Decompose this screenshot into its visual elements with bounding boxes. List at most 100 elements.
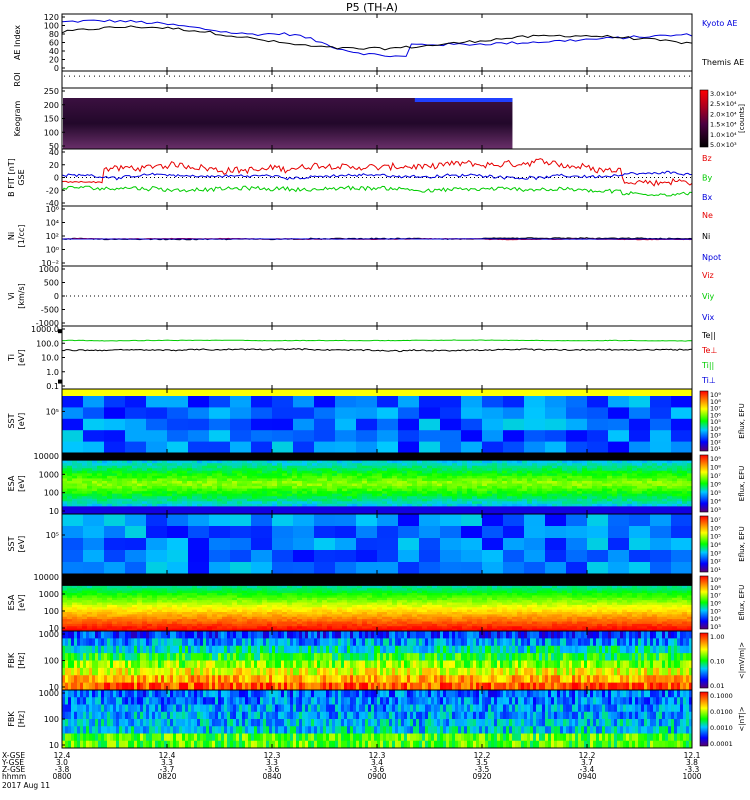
esa-cell bbox=[632, 473, 638, 477]
esa-cell bbox=[77, 460, 83, 464]
esa-cell bbox=[667, 493, 673, 497]
esa-cell bbox=[142, 588, 148, 592]
esa-cell bbox=[562, 475, 568, 479]
sst-cell bbox=[293, 418, 315, 431]
esa-cell bbox=[247, 576, 253, 580]
esa-cell bbox=[552, 503, 558, 507]
esa-cell bbox=[62, 498, 68, 502]
esa-cell bbox=[187, 574, 193, 577]
esa-cell bbox=[142, 590, 148, 594]
esa-cell bbox=[582, 486, 588, 489]
esa-cell bbox=[502, 480, 508, 484]
esa-cell bbox=[577, 473, 583, 477]
esa-cell bbox=[72, 470, 78, 474]
esa-cell bbox=[267, 470, 273, 474]
esa-cell bbox=[607, 496, 613, 500]
esa-cell bbox=[627, 475, 633, 479]
esa-cell bbox=[292, 619, 298, 622]
esa-cell bbox=[187, 607, 193, 611]
esa-cell bbox=[67, 458, 73, 462]
esa-cell bbox=[107, 593, 113, 596]
esa-cell bbox=[97, 465, 103, 469]
esa-cell bbox=[462, 491, 468, 495]
esa-cell bbox=[492, 463, 498, 467]
esa-cell bbox=[172, 576, 178, 580]
esa-cell bbox=[432, 506, 438, 510]
esa-cell bbox=[467, 478, 473, 482]
esa-cell bbox=[127, 597, 133, 601]
esa-cell bbox=[382, 483, 388, 487]
esa-cell bbox=[187, 493, 193, 497]
esa-cell bbox=[382, 501, 388, 505]
esa-cell bbox=[62, 616, 68, 620]
sst-cell bbox=[272, 514, 294, 527]
esa-cell bbox=[172, 473, 178, 477]
esa-cell bbox=[312, 581, 318, 584]
esa-cell bbox=[557, 491, 563, 495]
esa-cell bbox=[477, 473, 483, 477]
esa-cell bbox=[322, 581, 328, 584]
esa-cell bbox=[192, 501, 198, 505]
esa-cell bbox=[432, 463, 438, 467]
esa-cell bbox=[447, 463, 453, 467]
esa-cell bbox=[622, 503, 628, 507]
esa-cell bbox=[72, 595, 78, 599]
esa-cell bbox=[272, 609, 278, 613]
esa-cell bbox=[607, 506, 613, 510]
esa-cell bbox=[162, 623, 168, 627]
esa-cell bbox=[167, 581, 173, 584]
esa-cell bbox=[202, 574, 208, 577]
esa-cell bbox=[242, 491, 248, 495]
esa-cell bbox=[212, 486, 218, 489]
esa-cell bbox=[427, 511, 433, 515]
esa-cell bbox=[197, 588, 203, 592]
esa-cell bbox=[432, 468, 438, 472]
esa-cell bbox=[607, 473, 613, 477]
esa-cell bbox=[87, 458, 93, 462]
esa-cell bbox=[582, 458, 588, 462]
esa-cell bbox=[632, 475, 638, 479]
sst-cell bbox=[440, 526, 462, 539]
esa-cell bbox=[532, 496, 538, 500]
esa-cell bbox=[342, 508, 348, 512]
esa-cell bbox=[227, 503, 233, 507]
sst-cell bbox=[272, 538, 294, 551]
esa-cell bbox=[117, 496, 123, 500]
esa-cell bbox=[392, 478, 398, 482]
esa-cell bbox=[77, 588, 83, 592]
esa-cell bbox=[287, 628, 293, 632]
esa-cell bbox=[322, 590, 328, 594]
esa-cell bbox=[137, 488, 143, 492]
esa-cell bbox=[687, 486, 693, 489]
esa-cell bbox=[612, 491, 618, 495]
esa-cell bbox=[417, 480, 423, 484]
esa-cell bbox=[267, 480, 273, 484]
esa-cell bbox=[337, 491, 343, 495]
esa-cell bbox=[187, 604, 193, 608]
esa-cell bbox=[192, 460, 198, 464]
esa-cell bbox=[222, 590, 228, 594]
esa-cell bbox=[662, 488, 668, 492]
esa-cell bbox=[232, 473, 238, 477]
esa-cell bbox=[687, 473, 693, 477]
esa-cell bbox=[642, 493, 648, 497]
esa-cell bbox=[262, 590, 268, 594]
esa-cell bbox=[387, 473, 393, 477]
esa-cell bbox=[322, 621, 328, 625]
esa-cell bbox=[217, 478, 223, 482]
esa-cell bbox=[272, 581, 278, 584]
esa-cell bbox=[237, 473, 243, 477]
esa-cell bbox=[262, 491, 268, 495]
esa-cell bbox=[397, 483, 403, 487]
esa-cell bbox=[637, 506, 643, 510]
esa-cell bbox=[502, 468, 508, 472]
esa-cell bbox=[657, 468, 663, 472]
esa-cell bbox=[632, 493, 638, 497]
esa-cell bbox=[397, 496, 403, 500]
ni-line bbox=[61, 237, 693, 241]
esa-cell bbox=[337, 578, 343, 582]
esa-cell bbox=[237, 508, 243, 512]
esa-cell bbox=[102, 493, 108, 497]
esa-cell bbox=[122, 455, 128, 459]
esa-cell bbox=[97, 503, 103, 507]
